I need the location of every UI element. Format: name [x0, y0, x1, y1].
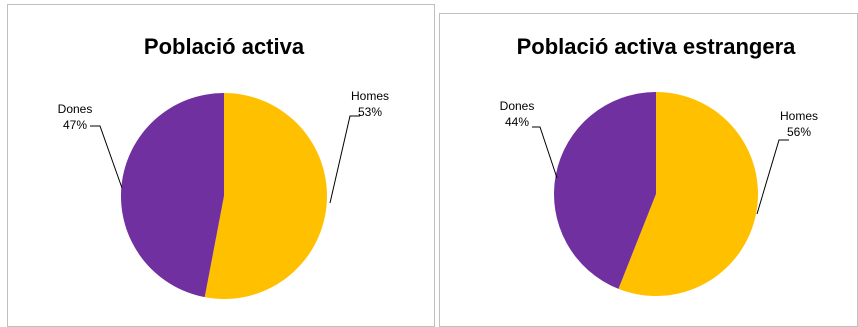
chart-title-left: Població activa [144, 34, 305, 59]
pie-slice-homes [204, 93, 327, 299]
pie-chart-poblacio-activa: Població activa Homes 53% Dones 47% [7, 4, 435, 327]
slice-value-homes: 53% [358, 105, 382, 119]
leader-line-dones [90, 125, 123, 189]
leader-line-homes [756, 139, 789, 215]
pie-right [553, 92, 758, 296]
pie-slice-homes [618, 92, 758, 296]
labels-left: Homes 53% Dones 47% [58, 89, 389, 204]
slice-value-homes: 56% [787, 125, 811, 139]
pie-left [120, 93, 327, 299]
slice-label-dones: Dones [500, 99, 535, 113]
slice-label-homes: Homes [351, 89, 389, 103]
slice-value-dones: 47% [63, 118, 87, 132]
leader-line-homes [329, 115, 360, 204]
pie-slice-dones [120, 93, 224, 298]
labels-right: Homes 56% Dones 44% [500, 99, 818, 215]
chart-title-right: Població activa estrangera [517, 34, 797, 59]
leader-line-dones [532, 126, 558, 179]
slice-label-homes: Homes [780, 109, 818, 123]
pie-chart-poblacio-activa-estrangera: Població activa estrangera Homes 56% Dones… [439, 13, 858, 327]
pie-slice-dones [553, 92, 656, 289]
slice-value-dones: 44% [505, 115, 529, 129]
slice-label-dones: Dones [58, 102, 93, 116]
